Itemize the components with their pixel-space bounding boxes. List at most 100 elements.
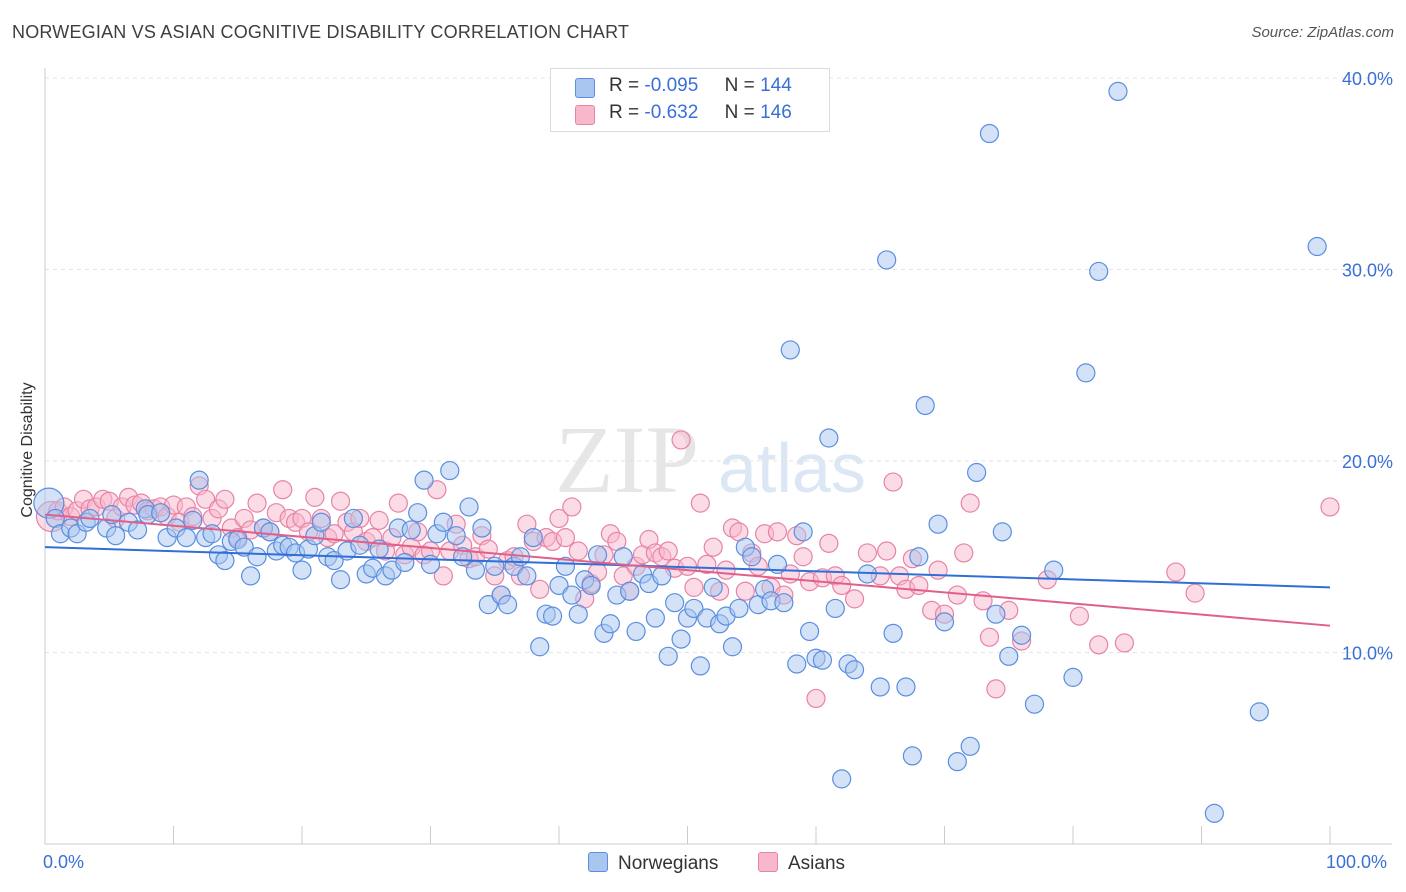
norwegians-point — [106, 526, 126, 546]
norwegians-point — [517, 566, 537, 586]
norwegians-point — [896, 677, 916, 697]
asians-point — [806, 688, 826, 709]
asians-point — [330, 491, 351, 511]
y-tick-labels: 10.0% 20.0% 30.0% 40.0% — [1342, 69, 1393, 664]
norwegians-point — [215, 550, 235, 571]
asians-point — [1069, 606, 1090, 626]
asians-point — [247, 493, 267, 513]
norwegians-point — [408, 503, 428, 523]
norwegians-point — [530, 637, 550, 657]
norwegians-point — [189, 470, 209, 490]
norwegians-point — [909, 547, 929, 567]
asians-point — [305, 487, 325, 507]
y-tick-label: 30.0% — [1342, 261, 1393, 281]
norwegians-point — [472, 518, 492, 538]
asians-point — [877, 541, 897, 561]
norwegians-point — [1204, 803, 1224, 823]
norwegians-point — [722, 637, 743, 657]
asians-n-value: 146 — [760, 102, 792, 123]
norwegians-point — [1024, 694, 1045, 714]
asians-point — [909, 575, 929, 596]
norwegians-point — [934, 612, 955, 632]
norwegians-point — [568, 604, 588, 624]
norwegians-point — [832, 769, 852, 789]
asians-point — [735, 581, 755, 601]
asians-point — [928, 560, 948, 580]
norwegians-point — [260, 522, 280, 542]
asians-point — [767, 522, 788, 542]
asians-point — [1320, 497, 1340, 517]
asians-swatch — [575, 105, 595, 125]
norwegians-point — [787, 654, 807, 674]
norwegians-n-label: N = — [724, 75, 755, 96]
norwegians-point — [812, 650, 833, 670]
x-tick-label-max: 100.0% — [1326, 852, 1388, 872]
norwegians-point — [1307, 236, 1327, 257]
asians-point — [196, 489, 216, 509]
asians-point — [883, 472, 903, 492]
norwegians-point — [825, 598, 845, 619]
asians-point — [703, 537, 723, 557]
x-tick-label-min: 0.0% — [43, 852, 85, 872]
norwegians-point — [562, 585, 582, 605]
norwegians-point — [202, 524, 222, 544]
norwegians-point — [844, 660, 865, 680]
asians-point — [1166, 562, 1186, 582]
norwegians-point — [446, 526, 466, 546]
norwegians-point — [613, 547, 633, 567]
norwegians-point — [928, 514, 948, 534]
norwegians-point — [440, 460, 460, 481]
y-axis-label-wrap: Cognitive Disability — [16, 300, 40, 600]
norwegians-point — [1011, 625, 1032, 645]
asians-point — [844, 589, 865, 609]
chart-title: NORWEGIAN VS ASIAN COGNITIVE DISABILITY … — [12, 22, 630, 42]
norwegians-point — [465, 560, 486, 580]
norwegians-point — [1076, 363, 1096, 383]
asians-point — [549, 508, 569, 529]
norwegians-r-value: -0.095 — [644, 75, 699, 96]
norwegians-point — [684, 598, 704, 619]
y-tick-label: 40.0% — [1342, 69, 1393, 89]
norwegians-point — [581, 575, 601, 596]
asians-point — [671, 430, 691, 450]
norwegians-point — [343, 508, 363, 529]
asians-point — [568, 541, 588, 561]
norwegians-point — [459, 497, 479, 517]
norwegians-point — [395, 552, 415, 573]
norwegians-point — [960, 736, 980, 756]
asians-point — [947, 585, 967, 605]
norwegians-point — [414, 470, 434, 490]
norwegians-point — [870, 677, 890, 697]
norwegians-point — [176, 527, 196, 548]
norwegians-point — [645, 608, 665, 628]
asians-point — [658, 541, 678, 561]
norwegians-point — [1063, 667, 1083, 687]
asians-point — [1089, 635, 1109, 655]
asians-point — [684, 577, 704, 597]
asians-point — [555, 527, 576, 548]
asians-point — [716, 560, 736, 580]
norwegians-point — [127, 520, 148, 540]
norwegians-point — [151, 503, 171, 523]
norwegians-point — [1044, 560, 1064, 580]
watermark: ZIP atlas — [555, 406, 866, 513]
norwegians-point — [549, 575, 569, 596]
watermark-zip: ZIP — [555, 406, 699, 513]
asians-n-label: N = — [724, 102, 755, 123]
norwegians-point — [542, 606, 563, 626]
norwegians-point — [999, 646, 1019, 666]
norwegians-point — [350, 535, 370, 555]
asians-point — [819, 533, 839, 553]
norwegians-point — [292, 560, 312, 580]
norwegians-n-value: 144 — [760, 75, 792, 96]
norwegians-point — [793, 522, 813, 542]
asians-point — [690, 493, 710, 513]
y-tick-label: 20.0% — [1342, 452, 1393, 472]
norwegians-point — [967, 462, 987, 483]
norwegians-point — [234, 537, 254, 557]
y-tick-label: 10.0% — [1342, 644, 1393, 664]
norwegians-point — [742, 547, 762, 567]
asians-point — [369, 510, 389, 530]
norwegians-r-label: R = — [609, 75, 640, 96]
